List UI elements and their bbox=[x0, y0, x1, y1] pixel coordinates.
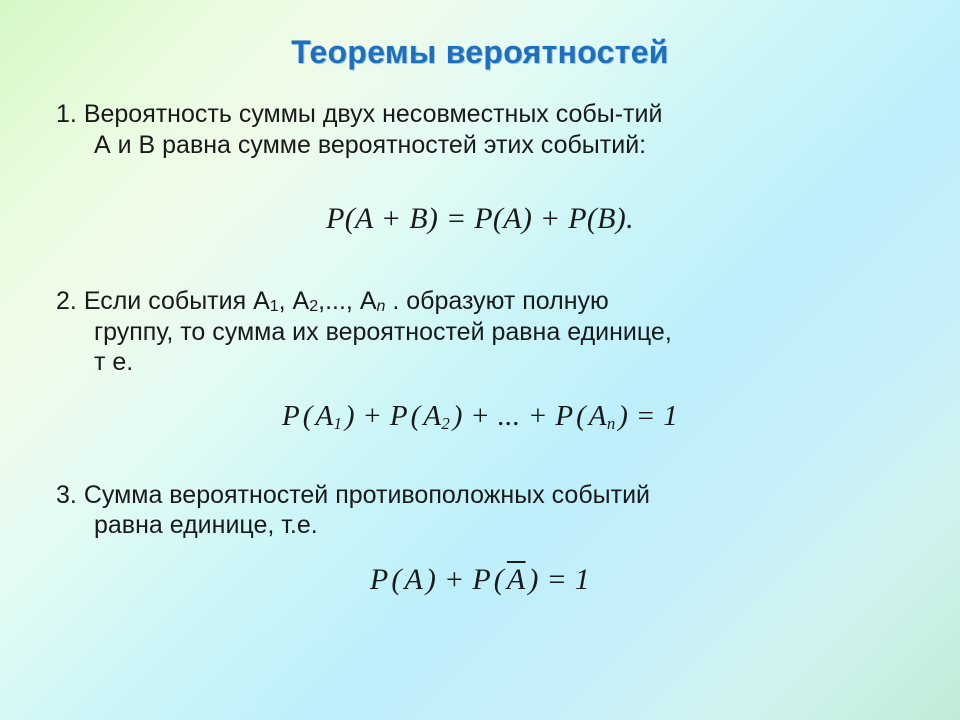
eq-sym: ( bbox=[391, 563, 401, 596]
equation-2: P ( A1 ) + P ( A2 ) + ... + P ( An ) = 1 bbox=[56, 400, 904, 434]
eq-sym: P bbox=[555, 400, 573, 432]
equation-text: P ( A ) + P ( A ) = 1 bbox=[370, 563, 590, 596]
eq-sym: A bbox=[423, 400, 441, 432]
equation-1: P(A + B) = P(A) + P(B). bbox=[56, 202, 904, 236]
eq-sym-complement: A bbox=[507, 563, 526, 596]
eq-sym: ) bbox=[345, 400, 355, 432]
theorem-3: 3. Сумма вероятностей противоположных со… bbox=[56, 480, 904, 541]
subscript: 1 bbox=[333, 414, 342, 433]
item-number: 2. bbox=[56, 287, 77, 315]
eq-sym: ( bbox=[494, 563, 504, 596]
item-text: Вероятность суммы двух несовместных собы… bbox=[84, 100, 663, 128]
item-text: , А bbox=[279, 287, 310, 315]
eq-sym: + bbox=[355, 400, 390, 432]
eq-sym: = 1 bbox=[628, 400, 678, 432]
theorem-1: 1. Вероятность суммы двух несовместных с… bbox=[56, 99, 904, 160]
item-number: 3. bbox=[56, 481, 77, 509]
item-number: 1. bbox=[56, 100, 77, 128]
eq-sym: ( bbox=[576, 400, 586, 432]
item-text: . образуют полную bbox=[385, 287, 608, 315]
item-text: А и В равна сумме вероятностей этих собы… bbox=[94, 131, 646, 159]
item-text: ,..., А bbox=[318, 287, 376, 315]
eq-sym: ) bbox=[453, 400, 463, 432]
eq-sym: A bbox=[589, 400, 607, 432]
eq-sym: = 1 bbox=[539, 563, 590, 596]
eq-sym: A bbox=[315, 400, 333, 432]
equation-text: P ( A1 ) + P ( A2 ) + ... + P ( An ) = 1 bbox=[282, 400, 678, 432]
theorem-2: 2. Если события А1, А2,..., Аn . образую… bbox=[56, 286, 904, 378]
item-text: т е. bbox=[94, 348, 133, 376]
eq-sym: P bbox=[390, 400, 408, 432]
item-text: группу, то сумма их вероятностей равна е… bbox=[94, 318, 672, 346]
subscript: n bbox=[607, 414, 616, 433]
equation-text: P(A + B) = P(A) + P(B). bbox=[326, 202, 634, 235]
eq-sym: ( bbox=[303, 400, 313, 432]
eq-sym: ) bbox=[528, 563, 538, 596]
subscript: 2 bbox=[441, 414, 450, 433]
eq-sym: ) bbox=[618, 400, 628, 432]
eq-sym: P bbox=[282, 400, 300, 432]
slide: Теоремы вероятностей 1. Вероятность сумм… bbox=[0, 0, 960, 720]
slide-title: Теоремы вероятностей bbox=[56, 34, 904, 71]
subscript: 1 bbox=[270, 298, 279, 315]
eq-sym: ( bbox=[411, 400, 421, 432]
item-text: Если события А bbox=[84, 287, 270, 315]
eq-sym: + bbox=[436, 563, 472, 596]
eq-sym: P bbox=[472, 563, 491, 596]
eq-sym: + ... + bbox=[463, 400, 556, 432]
subscript: 2 bbox=[309, 298, 318, 315]
item-text: Сумма вероятностей противоположных событ… bbox=[84, 481, 650, 509]
eq-sym: ) bbox=[426, 563, 436, 596]
eq-sym: A bbox=[404, 563, 423, 596]
equation-3: P ( A ) + P ( A ) = 1 bbox=[56, 563, 904, 597]
item-text: равна единице, т.е. bbox=[94, 511, 318, 539]
eq-sym: P bbox=[370, 563, 389, 596]
